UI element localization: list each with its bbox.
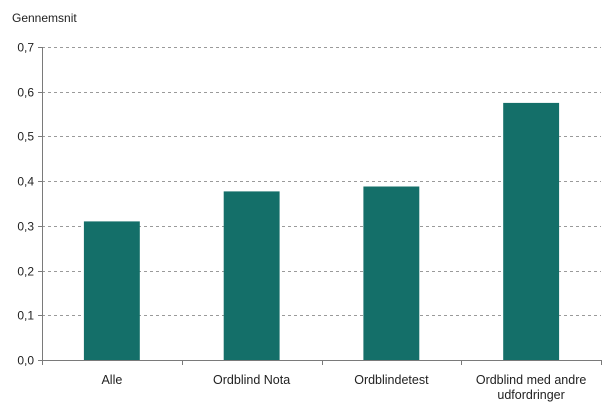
y-tick-label: 0,6	[17, 86, 34, 100]
x-category-label: Ordblind Nota	[213, 373, 290, 387]
bars	[83, 102, 560, 361]
y-tick-label: 0,1	[17, 309, 34, 323]
x-category-label: Ordblindetest	[354, 373, 429, 387]
x-category-label: Ordblind med andre udfordringer	[476, 373, 587, 402]
bar	[83, 221, 140, 360]
y-tick-label: 0,3	[17, 220, 34, 234]
x-category-label: Alle	[101, 373, 122, 387]
bar	[223, 191, 280, 360]
x-axis	[42, 47, 602, 365]
y-tick-label: 0,0	[17, 354, 34, 368]
bar	[503, 102, 560, 361]
y-axis-title: Gennemsnit	[12, 11, 77, 25]
y-tick-label: 0,7	[17, 41, 34, 55]
y-tick-label: 0,2	[17, 265, 34, 279]
y-tick-label: 0,5	[17, 130, 34, 144]
bar	[363, 186, 420, 360]
x-axis-labels: Alle Ordblind Nota Ordblindetest Ordblind m…	[101, 373, 586, 402]
y-axis-ticks: 0,0 0,1 0,2 0,3 0,4 0,5 0,6 0,7	[17, 41, 42, 368]
y-tick-label: 0,4	[17, 175, 34, 189]
